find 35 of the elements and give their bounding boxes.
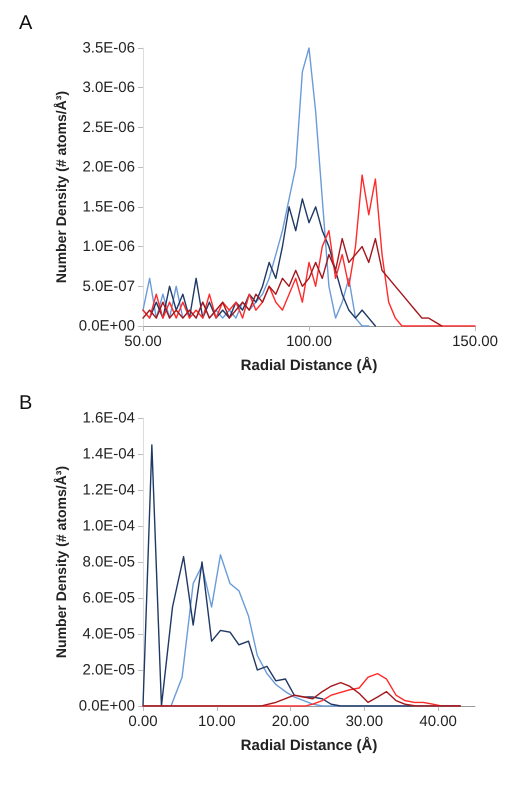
x-tick-label: 100.00	[286, 333, 332, 350]
line-series	[142, 238, 442, 327]
x-tick-label: 20.00	[272, 713, 310, 730]
chart-title: A	[19, 12, 33, 34]
y-tick-label: 1.4E-04	[82, 446, 135, 462]
x-tick-label: 40.00	[419, 713, 457, 730]
y-tick-label: 8.0E-05	[82, 554, 135, 570]
y-tick-label: 5.0E-07	[82, 278, 135, 295]
line-series	[142, 47, 370, 327]
y-tick-label: 0.0E+00	[78, 698, 135, 714]
chart-title: B	[19, 392, 32, 414]
x-tick-label: 50.00	[124, 333, 162, 350]
line-series	[142, 174, 476, 327]
y-tick-label: 1.0E-04	[82, 518, 135, 534]
x-axis-title: Radial Distance (Å)	[240, 356, 378, 374]
y-tick-label: 1.0E-06	[82, 238, 135, 256]
y-axis-title: Number Density (# atoms/Å³)	[52, 466, 69, 658]
y-tick-label: 0.0E+00	[78, 318, 135, 334]
x-axis-title: Radial Distance (Å)	[240, 736, 378, 754]
y-tick-label: 4.0E-05	[82, 626, 135, 642]
line-series	[142, 682, 461, 707]
y-tick-label: 2.0E-06	[82, 158, 135, 176]
y-tick-label: 6.0E-05	[82, 590, 135, 606]
y-tick-label: 3.5E-06	[82, 40, 135, 56]
y-tick-label: 1.2E-04	[82, 482, 135, 498]
x-tick-label: 10.00	[198, 713, 236, 730]
y-axis-title: Number Density (# atoms/Å³)	[52, 90, 69, 284]
x-tick-label: 150.00	[452, 333, 498, 350]
y-tick-label: 1.5E-06	[82, 198, 135, 216]
y-tick-label: 2.0E-05	[82, 662, 135, 678]
y-tick-label: 2.5E-06	[82, 118, 135, 136]
x-tick-label: 0.00	[128, 713, 158, 730]
y-tick-label: 1.6E-04	[82, 410, 135, 426]
y-tick-label: 3.0E-06	[82, 79, 135, 96]
x-tick-label: 30.00	[346, 713, 384, 730]
